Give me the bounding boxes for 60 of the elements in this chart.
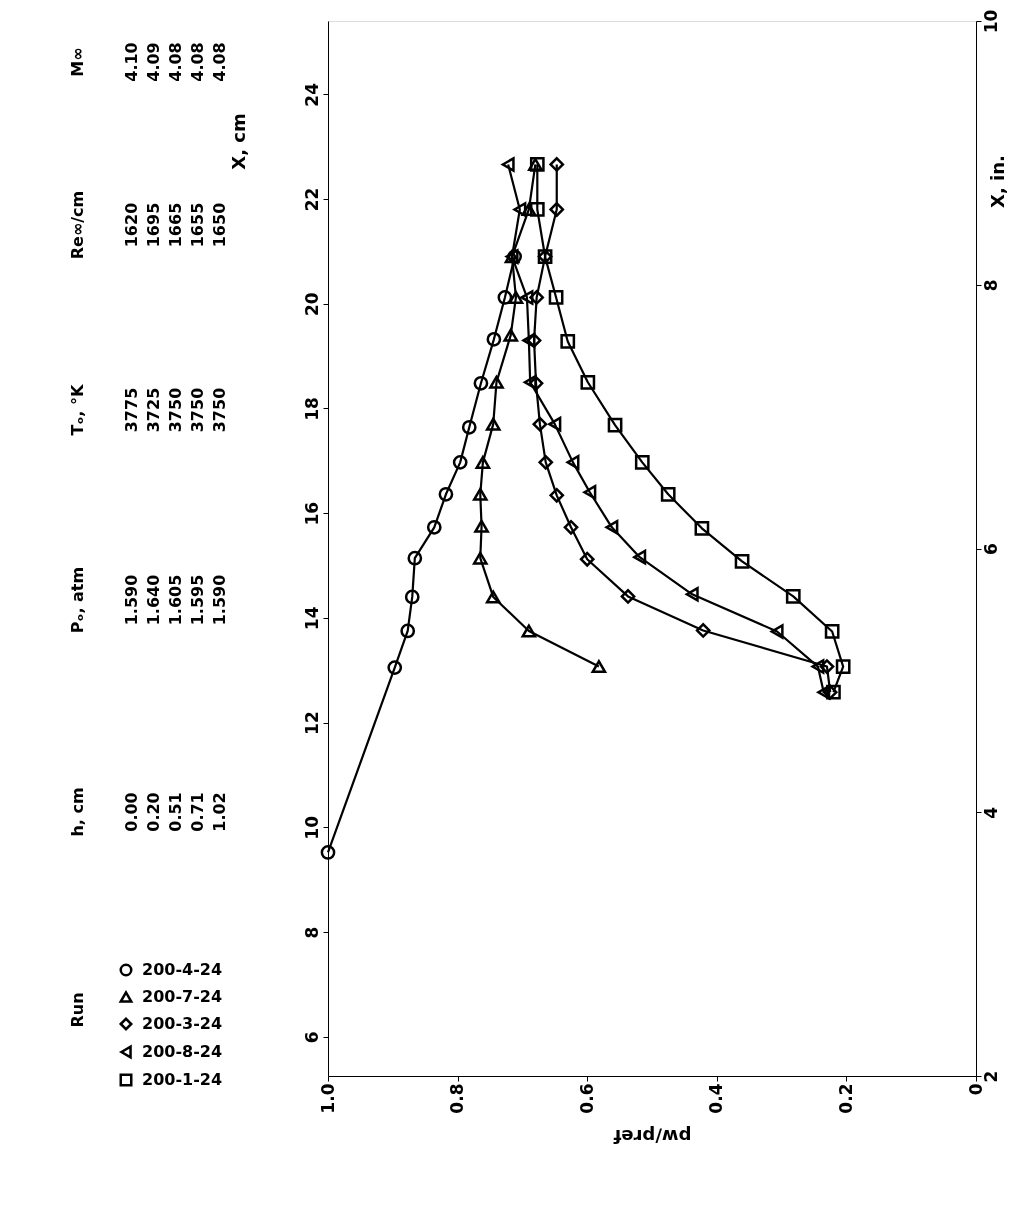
y-tick-label: 24 (301, 82, 322, 107)
legend-label: 200-3-24 (142, 1014, 223, 1033)
text: 1.590 (210, 574, 229, 626)
text: 1650 (210, 202, 229, 248)
x-tick-label: 0.4 (706, 1083, 727, 1114)
text: Re∞/cm (68, 190, 87, 260)
text: 3750 (188, 387, 207, 433)
text: 4.08 (188, 42, 207, 82)
y-axis-title: X, cm (227, 113, 249, 170)
text: 1.590 (122, 574, 141, 626)
text: 0.51 (166, 792, 185, 832)
y-tick-label: 16 (301, 501, 322, 526)
text: Pₒ, atm (68, 566, 87, 634)
text: 1665 (166, 202, 185, 248)
y2-tick-label: 6 (980, 543, 1001, 555)
y-tick-label: 12 (301, 711, 322, 735)
text: M∞ (68, 47, 87, 77)
legend-label: 200-8-24 (142, 1042, 223, 1061)
x-tick-label: 0.8 (447, 1083, 468, 1114)
legend-title: Run (68, 992, 87, 1028)
text: 1.02 (210, 792, 229, 832)
text: 3750 (166, 387, 185, 433)
text: 1.605 (166, 574, 185, 626)
x-tick-label: 1.0 (317, 1083, 338, 1114)
x-tick-label: 0.6 (576, 1083, 597, 1114)
text: h, cm (68, 787, 87, 837)
y-tick-label: 6 (301, 1031, 322, 1044)
y2-tick-label: 10 (980, 9, 1001, 34)
text: 3725 (144, 387, 163, 433)
text: 1620 (122, 202, 141, 248)
y2-tick-label: 4 (980, 806, 1001, 819)
legend-label: 200-4-24 (142, 960, 223, 979)
text: 3750 (210, 387, 229, 433)
y-tick-label: 10 (301, 815, 322, 840)
text: 1655 (188, 202, 207, 248)
x-tick-label: 0.2 (835, 1083, 856, 1114)
text: 4.08 (210, 42, 229, 82)
y-tick-label: 18 (301, 397, 322, 421)
y-tick-label: 22 (301, 187, 322, 212)
legend-label: 200-7-24 (142, 987, 223, 1006)
y2-axis-title: X, in. (986, 155, 1008, 208)
text: Tₒ, °K (68, 384, 87, 436)
text: 4.09 (144, 42, 163, 82)
y2-tick-label: 2 (980, 1070, 1001, 1083)
text: 0.20 (144, 792, 163, 832)
text: 4.08 (166, 42, 185, 82)
text: 0.71 (188, 792, 207, 832)
text: 0.00 (122, 792, 141, 832)
y-tick-label: 20 (301, 292, 322, 317)
text: 3775 (122, 387, 141, 433)
text: 1695 (144, 202, 163, 248)
x-tick-label: 0 (965, 1083, 986, 1096)
y-tick-label: 8 (301, 926, 322, 939)
legend-label: 200-1-24 (142, 1070, 223, 1089)
text: 1.595 (188, 574, 207, 626)
x-axis-title: pw/pref (613, 1125, 692, 1147)
text: 1.640 (144, 574, 163, 626)
text: 4.10 (122, 42, 141, 82)
y-tick-label: 14 (301, 606, 322, 631)
y2-tick-label: 8 (980, 279, 1001, 292)
